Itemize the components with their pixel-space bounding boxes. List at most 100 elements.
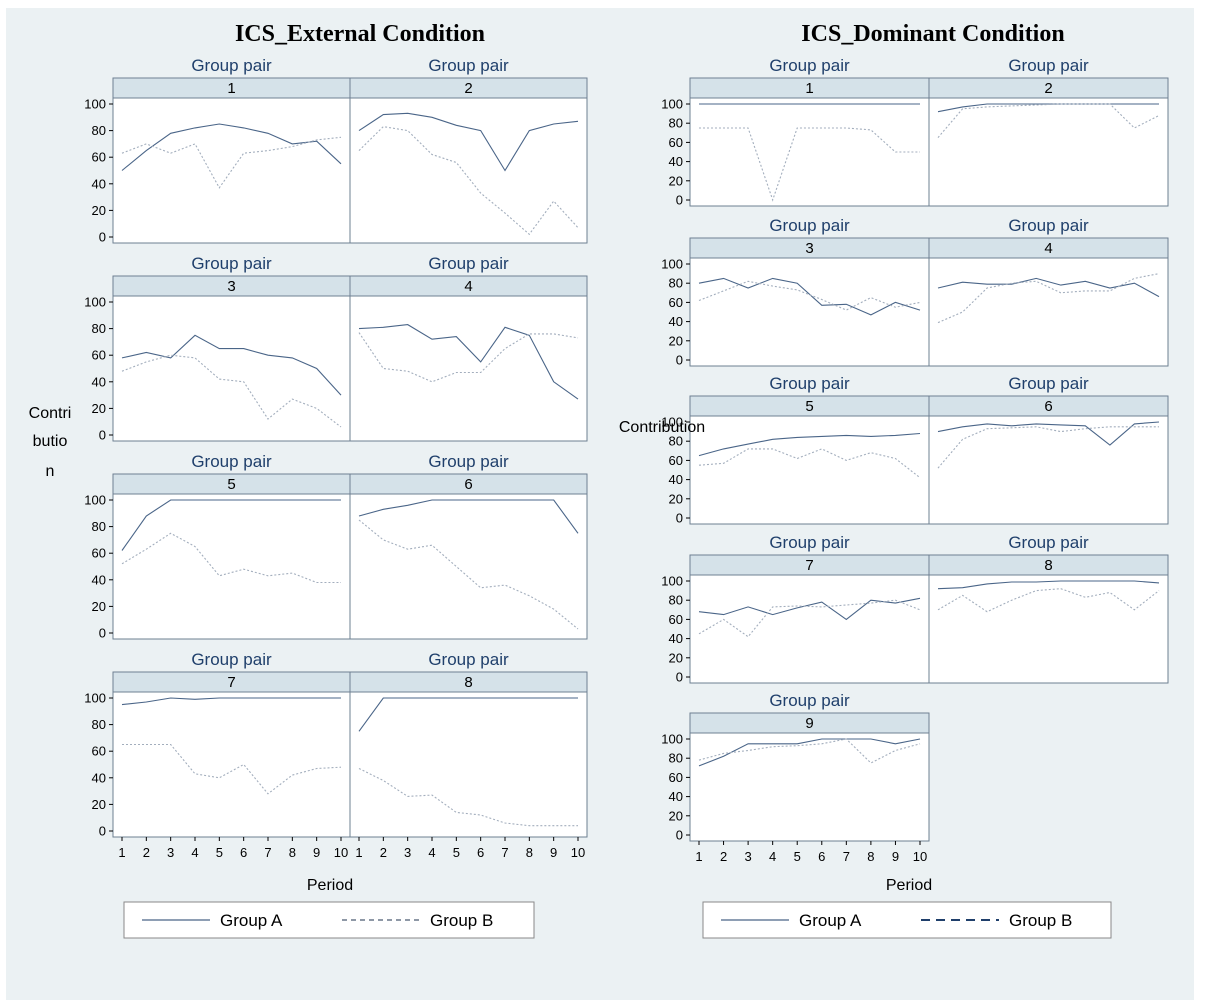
y-tick-label: 100 (84, 493, 106, 508)
x-tick-label: 1 (118, 845, 125, 860)
panel-plot-area (349, 691, 588, 838)
y-tick-label: 0 (676, 193, 683, 208)
y-tick-label: 60 (669, 135, 683, 150)
panel-group-label: Group pair (1008, 216, 1089, 235)
x-tick-label: 8 (867, 849, 874, 864)
series-line-group-a (937, 277, 1160, 298)
legend-label-group-b: Group B (1009, 911, 1072, 930)
series-line-group-b (358, 768, 578, 827)
series-line-group-a (937, 580, 1160, 590)
panel-pair-number: 6 (1044, 398, 1052, 415)
legend-label-group-a: Group A (220, 911, 283, 930)
y-tick-label: 0 (676, 353, 683, 368)
chart-title: ICS_External Condition (235, 21, 485, 47)
series-line-group-b (699, 127, 920, 202)
panel-pair-number: 1 (227, 80, 235, 97)
x-tick-label: 4 (191, 845, 198, 860)
panel-group-label: Group pair (191, 56, 272, 75)
panel-pair-number: 2 (1044, 80, 1052, 97)
panel-plot-area (349, 295, 588, 442)
y-tick-label: 80 (92, 717, 106, 732)
y-tick-label: 20 (92, 797, 106, 812)
x-tick-label: 9 (892, 849, 899, 864)
x-tick-label: 5 (453, 845, 460, 860)
y-tick-label: 80 (669, 434, 683, 449)
series-line-group-b (698, 738, 921, 764)
y-tick-label: 20 (92, 401, 106, 416)
panel-group-label: Group pair (1008, 374, 1089, 393)
panel-group-label: Group pair (769, 533, 850, 552)
legend-label-group-b: Group B (430, 911, 493, 930)
y-tick-label: 100 (84, 97, 106, 112)
panel-plot-area (928, 574, 1169, 684)
y-axis-label: butio (33, 433, 68, 450)
x-tick-label: 3 (404, 845, 411, 860)
series-line-group-a (121, 334, 342, 396)
series-line-group-a (121, 123, 342, 171)
panel-pair-number: 5 (805, 398, 813, 415)
x-tick-label: 7 (264, 845, 271, 860)
panel-plot-area (928, 415, 1169, 525)
series-line-group-a (937, 421, 1160, 446)
panel-group-label: Group pair (191, 254, 272, 273)
panel-plot-area (689, 574, 930, 684)
x-tick-label: 2 (720, 849, 727, 864)
x-tick-label: 10 (334, 845, 348, 860)
panel-plot-area (349, 493, 588, 640)
y-tick-label: 100 (661, 415, 683, 430)
series-line-group-a (358, 499, 579, 534)
x-tick-label: 2 (380, 845, 387, 860)
chart-title: ICS_Dominant Condition (801, 21, 1064, 47)
y-tick-label: 80 (92, 519, 106, 534)
series-line-group-b (698, 280, 921, 311)
panel-group-label: Group pair (191, 452, 272, 471)
series-line-group-a (698, 738, 921, 767)
y-tick-label: 20 (669, 491, 683, 506)
y-tick-label: 0 (99, 824, 106, 839)
panel-pair-number: 7 (227, 674, 235, 691)
x-tick-label: 8 (526, 845, 533, 860)
series-line-group-a (698, 277, 921, 316)
panel-plot-area (112, 493, 351, 640)
y-tick-label: 100 (84, 295, 106, 310)
y-tick-label: 60 (669, 295, 683, 310)
y-tick-label: 100 (661, 732, 683, 747)
x-tick-label: 4 (769, 849, 776, 864)
y-tick-label: 100 (661, 574, 683, 589)
y-tick-label: 100 (661, 257, 683, 272)
series-line-group-a (358, 112, 579, 172)
y-tick-label: 0 (99, 230, 106, 245)
series-line-group-a (698, 597, 921, 621)
series-line-group-b (698, 599, 921, 638)
panel-pair-number: 4 (464, 278, 472, 295)
x-tick-label: 9 (313, 845, 320, 860)
series-line-group-a (121, 697, 341, 706)
y-tick-label: 80 (92, 123, 106, 138)
panel-plot-area (689, 415, 930, 525)
series-line-group-b (698, 448, 921, 479)
panel-plot-area (349, 97, 588, 244)
panel-pair-number: 1 (805, 80, 813, 97)
y-tick-label: 60 (92, 150, 106, 165)
series-line-group-a (358, 697, 578, 732)
y-tick-label: 40 (92, 176, 106, 191)
y-tick-label: 20 (669, 173, 683, 188)
y-tick-label: 20 (92, 599, 106, 614)
y-tick-label: 80 (669, 116, 683, 131)
panel-plot-area (689, 732, 930, 842)
x-tick-label: 4 (428, 845, 435, 860)
y-tick-label: 100 (84, 691, 106, 706)
series-line-group-b (121, 354, 342, 428)
x-tick-label: 7 (843, 849, 850, 864)
y-tick-label: 20 (669, 333, 683, 348)
y-tick-label: 60 (92, 744, 106, 759)
panel-pair-number: 8 (1044, 557, 1052, 574)
x-axis-label: Period (886, 877, 932, 894)
panel-plot-area (112, 295, 351, 442)
y-tick-label: 40 (92, 572, 106, 587)
x-tick-label: 10 (571, 845, 585, 860)
x-tick-label: 8 (289, 845, 296, 860)
y-tick-label: 40 (669, 472, 683, 487)
x-tick-label: 5 (794, 849, 801, 864)
y-tick-label: 40 (669, 631, 683, 646)
